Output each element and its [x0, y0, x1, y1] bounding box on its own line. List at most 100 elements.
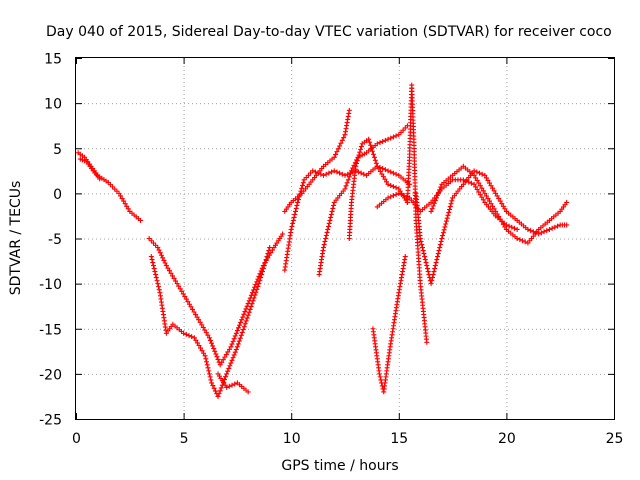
- data-point: [425, 269, 431, 275]
- data-point: [138, 217, 144, 223]
- data-point: [377, 374, 383, 380]
- data-point: [471, 168, 477, 174]
- data-point: [208, 377, 214, 383]
- data-point: [229, 341, 235, 347]
- data-point: [438, 239, 444, 245]
- data-point: [236, 338, 242, 344]
- data-point: [226, 346, 232, 352]
- data-point: [241, 324, 247, 330]
- data-point: [194, 340, 200, 346]
- data-point: [321, 242, 327, 248]
- y-tick-label: -25: [39, 413, 62, 429]
- data-point: [186, 301, 192, 307]
- y-tick-label: 5: [53, 142, 62, 158]
- x-axis-label: GPS time / hours: [281, 458, 398, 474]
- plot-frame: [75, 57, 615, 420]
- data-point: [208, 337, 213, 343]
- data-point: [385, 195, 391, 201]
- data-point: [377, 140, 383, 146]
- data-point: [251, 287, 257, 293]
- data-point: [320, 172, 326, 178]
- data-point: [116, 190, 122, 196]
- data-point: [546, 226, 552, 232]
- data-point: [476, 189, 482, 195]
- data-point: [424, 339, 430, 345]
- data-point: [226, 365, 232, 371]
- data-point: [377, 168, 383, 174]
- data-point: [240, 327, 246, 333]
- data-point: [204, 359, 210, 365]
- data-point: [396, 190, 402, 196]
- data-point: [449, 198, 455, 204]
- data-point: [323, 171, 329, 177]
- data-point: [200, 324, 206, 330]
- y-tick-label: -20: [39, 367, 62, 383]
- data-point: [555, 223, 561, 229]
- data-point: [393, 171, 399, 177]
- data-point: [552, 224, 558, 230]
- data-point: [382, 167, 388, 173]
- data-point: [388, 169, 394, 175]
- data-point: [509, 224, 515, 230]
- data-point: [148, 254, 154, 260]
- data-point: [485, 177, 491, 183]
- data-point: [260, 266, 266, 272]
- data-point: [177, 286, 183, 292]
- data-point: [153, 275, 159, 281]
- data-point: [245, 389, 251, 395]
- data-point: [477, 183, 483, 189]
- data-point: [337, 170, 343, 176]
- data-point: [483, 193, 489, 199]
- data-point: [260, 269, 266, 275]
- data-point: [290, 217, 296, 223]
- data-point: [374, 163, 380, 169]
- data-point: [342, 186, 348, 192]
- data-point: [500, 203, 506, 209]
- data-point: [329, 208, 335, 214]
- data-point: [476, 180, 482, 186]
- data-point: [437, 242, 443, 248]
- data-point: [209, 340, 215, 346]
- data-point: [118, 193, 124, 199]
- data-point: [323, 232, 329, 238]
- data-point: [215, 356, 221, 362]
- data-point: [230, 355, 236, 361]
- data-point: [528, 228, 534, 234]
- data-point: [181, 330, 187, 336]
- data-point: [440, 233, 446, 239]
- data-point: [206, 368, 212, 374]
- data-point: [265, 251, 271, 257]
- data-point: [337, 143, 343, 149]
- data-point: [231, 352, 237, 358]
- data-point: [525, 226, 531, 232]
- data-point: [479, 185, 485, 191]
- data-point: [219, 359, 225, 365]
- x-tick-label: 10: [283, 431, 301, 447]
- data-point: [385, 181, 391, 187]
- data-point: [162, 260, 168, 266]
- data-point: [431, 269, 437, 275]
- data-point: [326, 170, 332, 176]
- data-point: [262, 260, 268, 266]
- data-point: [493, 190, 499, 196]
- data-point: [310, 168, 316, 174]
- data-point: [293, 205, 299, 211]
- data-point: [356, 152, 362, 158]
- data-point: [254, 286, 260, 292]
- data-point: [382, 176, 388, 182]
- data-point: [393, 185, 399, 191]
- data-point: [158, 252, 164, 258]
- data-point: [393, 133, 399, 139]
- data-point: [205, 365, 211, 371]
- data-point: [330, 205, 336, 211]
- data-point: [485, 196, 491, 202]
- data-point: [328, 214, 334, 220]
- data-point: [339, 137, 345, 143]
- data-point: [486, 180, 492, 186]
- data-point: [320, 245, 326, 251]
- data-point: [237, 335, 243, 341]
- data-point: [358, 170, 364, 176]
- data-point: [437, 245, 443, 251]
- data-point: [388, 135, 394, 141]
- data-point: [482, 190, 488, 196]
